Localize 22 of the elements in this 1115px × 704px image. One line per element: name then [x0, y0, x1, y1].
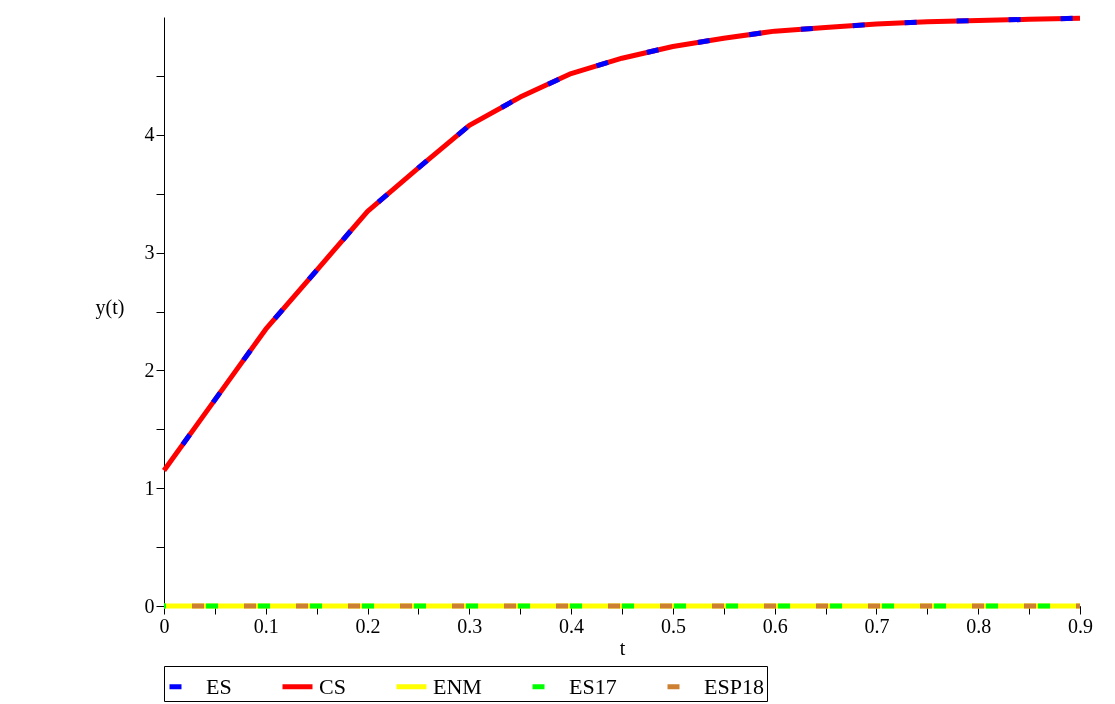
legend-label: ENM	[433, 673, 482, 699]
y-tick-label: 0	[144, 594, 155, 617]
x-tick-label: 0.9	[1068, 614, 1093, 637]
x-tick-label: 0.1	[253, 614, 279, 637]
x-tick-label: 0.2	[355, 614, 381, 637]
legend-label: CS	[319, 673, 346, 699]
x-tick-label: 0.3	[457, 614, 483, 637]
legend-label: ES17	[569, 673, 617, 699]
x-tick-label: 0.4	[559, 614, 585, 637]
x-axis-title: t	[619, 636, 626, 659]
x-tick-label: 0.5	[660, 614, 686, 637]
y-tick-label: 1	[144, 476, 155, 499]
y-axis-title: y(t)	[95, 295, 125, 319]
x-tick-label: 0.7	[864, 614, 890, 637]
x-tick-label: 0	[159, 614, 170, 637]
x-tick-label: 0.8	[966, 614, 992, 637]
x-tick-label: 0.6	[762, 614, 788, 637]
y-tick-label: 3	[144, 241, 155, 264]
legend-label: ES	[206, 673, 232, 699]
legend-label: ESP18	[704, 673, 764, 699]
y-tick-label: 4	[144, 123, 155, 146]
y-tick-label: 2	[144, 358, 155, 381]
